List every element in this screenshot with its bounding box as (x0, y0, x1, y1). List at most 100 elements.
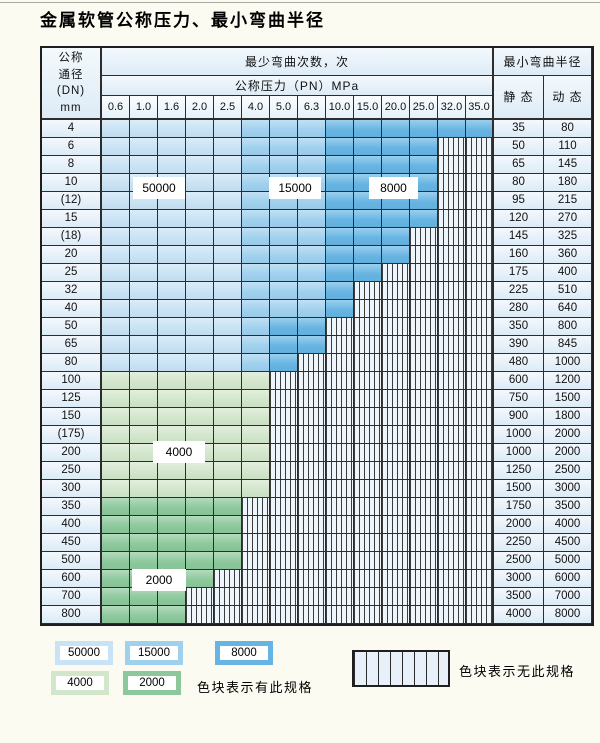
spec-cell-b2 (270, 138, 298, 156)
spec-cell-none (410, 282, 438, 300)
dynamic-cell: 215 (544, 192, 592, 210)
header-dn: 公称 通径 (DN) mm (42, 48, 102, 120)
cycle-count-label: 15000 (269, 177, 321, 199)
spec-cell-b3 (382, 228, 410, 246)
dynamic-cell: 110 (544, 138, 592, 156)
spec-cell-none (298, 408, 326, 426)
spec-cell-none (242, 552, 270, 570)
spec-cell-none (382, 462, 410, 480)
spec-cell-none (354, 606, 382, 624)
spec-cell-none (466, 264, 494, 282)
spec-cell-none (410, 300, 438, 318)
spec-cell-none (298, 534, 326, 552)
spec-cell-b1 (186, 336, 214, 354)
spec-cell-none (298, 354, 326, 372)
dn-cell: 300 (42, 480, 102, 498)
spec-cell-b1 (130, 336, 158, 354)
dynamic-cell: 7000 (544, 588, 592, 606)
spec-cell-g1 (242, 390, 270, 408)
spec-cell-b3 (354, 120, 382, 138)
spec-cell-none (466, 282, 494, 300)
dn-cell: 40 (42, 300, 102, 318)
spec-cell-none (270, 552, 298, 570)
spec-cell-g1 (130, 426, 158, 444)
dynamic-cell: 3000 (544, 480, 592, 498)
spec-cell-none (466, 570, 494, 588)
spec-cell-b3 (382, 246, 410, 264)
spec-cell-g2 (186, 570, 214, 588)
spec-cell-none (466, 228, 494, 246)
spec-cell-b3 (354, 228, 382, 246)
header-dn-line: 通径 (58, 68, 84, 81)
dynamic-cell: 325 (544, 228, 592, 246)
static-cell: 3000 (494, 570, 544, 588)
static-cell: 350 (494, 318, 544, 336)
spec-cell-none (270, 588, 298, 606)
spec-cell-b2 (242, 318, 270, 336)
spec-cell-b1 (214, 228, 242, 246)
header-dn-line: 公称 (58, 52, 84, 64)
spec-cell-none (410, 246, 438, 264)
spec-cell-g1 (242, 462, 270, 480)
spec-cell-b1 (214, 138, 242, 156)
spec-cell-none (410, 390, 438, 408)
spec-cell-b2 (270, 156, 298, 174)
spec-cell-b1 (130, 246, 158, 264)
static-cell: 4000 (494, 606, 544, 624)
spec-cell-b1 (102, 192, 130, 210)
spec-cell-b1 (130, 120, 158, 138)
legend-no-spec-text: 色块表示无此规格 (459, 664, 576, 679)
spec-cell-g2 (102, 534, 130, 552)
spec-cell-g1 (214, 444, 242, 462)
header-radius: 最小弯曲半径 (494, 48, 592, 76)
dn-cell: (12) (42, 192, 102, 210)
spec-cell-b1 (214, 354, 242, 372)
spec-cell-none (466, 426, 494, 444)
spec-cell-b2 (298, 282, 326, 300)
spec-cell-none (242, 588, 270, 606)
spec-cell-b1 (214, 156, 242, 174)
dynamic-cell: 2000 (544, 444, 592, 462)
spec-cell-none (438, 246, 466, 264)
spec-cell-none (326, 606, 354, 624)
spec-cell-b2 (242, 264, 270, 282)
spec-cell-none (270, 534, 298, 552)
spec-cell-b2 (270, 120, 298, 138)
spec-cell-none (466, 354, 494, 372)
spec-cell-b3 (326, 300, 354, 318)
spec-cell-none (466, 516, 494, 534)
spec-cell-b1 (186, 264, 214, 282)
spec-cell-g1 (158, 372, 186, 390)
spec-cell-none (382, 354, 410, 372)
spec-cell-b1 (186, 318, 214, 336)
pressure-tick: 4.0 (242, 96, 270, 120)
spec-cell-none (410, 606, 438, 624)
spec-cell-g1 (130, 372, 158, 390)
spec-cell-none (298, 426, 326, 444)
spec-cell-none (354, 444, 382, 462)
spec-cell-b1 (186, 192, 214, 210)
spec-cell-b1 (158, 318, 186, 336)
spec-cell-b3 (382, 120, 410, 138)
spec-cell-none (410, 426, 438, 444)
static-cell: 95 (494, 192, 544, 210)
spec-cell-none (354, 498, 382, 516)
spec-cell-b2 (270, 228, 298, 246)
legend-swatch-50000: 50000 (55, 641, 113, 665)
spec-cell-none (382, 336, 410, 354)
spec-cell-b3 (410, 138, 438, 156)
spec-cell-g2 (130, 498, 158, 516)
spec-cell-g1 (186, 462, 214, 480)
spec-cell-b1 (158, 120, 186, 138)
spec-cell-g1 (102, 426, 130, 444)
static-cell: 1000 (494, 426, 544, 444)
spec-cell-b1 (158, 156, 186, 174)
spec-cell-none (466, 390, 494, 408)
spec-cell-none (270, 444, 298, 462)
spec-cell-g1 (242, 426, 270, 444)
spec-cell-b1 (186, 300, 214, 318)
spec-cell-none (410, 354, 438, 372)
spec-cell-none (410, 480, 438, 498)
spec-cell-b3 (326, 246, 354, 264)
static-cell: 900 (494, 408, 544, 426)
